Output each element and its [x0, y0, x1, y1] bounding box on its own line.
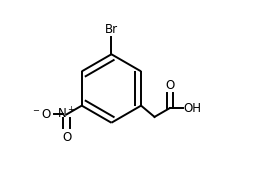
Text: Br: Br — [105, 23, 118, 36]
Text: O: O — [165, 79, 174, 92]
Text: O: O — [62, 131, 71, 144]
Text: $\mathregular{^-O}$: $\mathregular{^-O}$ — [31, 108, 52, 121]
Text: $\mathregular{N^+}$: $\mathregular{N^+}$ — [57, 107, 76, 122]
Text: OH: OH — [183, 102, 202, 115]
